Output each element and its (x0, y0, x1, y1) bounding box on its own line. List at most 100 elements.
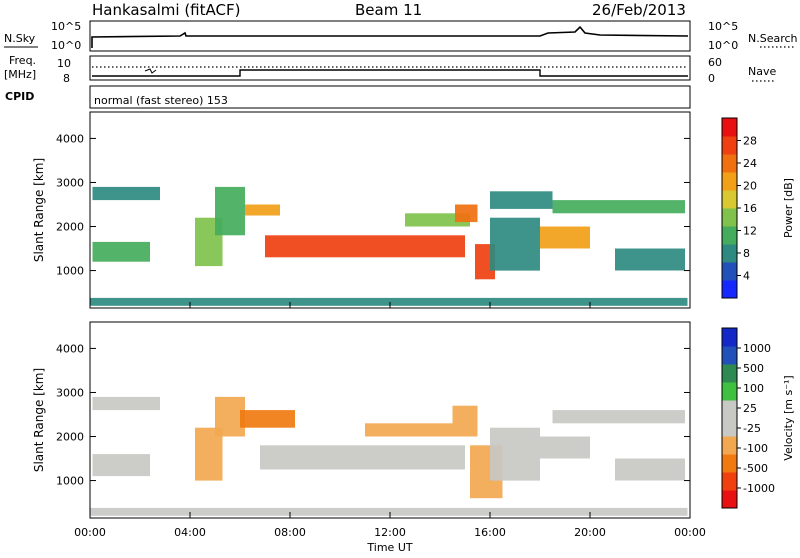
nave-label: Nave (748, 65, 776, 78)
velocity-colorbar-swatch (722, 472, 737, 491)
power-region (540, 226, 590, 249)
freq-glitch-mark (144, 68, 157, 74)
velocity-colorbar-tick-label: 25 (743, 402, 757, 415)
time-tick-label: 12:00 (374, 526, 406, 539)
velocity-panel: 1000 2000 3000 4000 Slant Range [km] -1000 -… (32, 321, 795, 519)
power-region (455, 204, 478, 223)
power-colorbar-label: Power [dB] (782, 178, 795, 238)
nsky-label: N.Sky (4, 32, 36, 45)
velocity-region (615, 458, 685, 481)
velocity-colorbar-tick-label: 500 (743, 362, 764, 375)
power-region (405, 213, 470, 227)
velocity-region (92, 454, 150, 477)
power-colorbar-tick-label: 12 (743, 225, 757, 238)
velocity-colorbar-tick-label: -25 (743, 422, 761, 435)
velocity-colorbar-swatch (722, 454, 737, 473)
beam-title: Beam 11 (355, 1, 422, 19)
power-colorbar-tick-label: 16 (743, 202, 757, 215)
noise-panel (89, 20, 691, 52)
noise-tick-bottom-left: 10^0 (51, 39, 81, 52)
nsky-trace (91, 25, 689, 48)
velocity-region (92, 396, 160, 411)
velocity-ytick-label: 2000 (56, 431, 84, 444)
power-region (92, 186, 160, 201)
noise-tick-top-left: 10^5 (51, 20, 81, 33)
velocity-colorbar-tick-label: -100 (743, 442, 768, 455)
power-colorbar-swatch (722, 262, 737, 281)
power-ytick-label: 3000 (56, 176, 84, 189)
power-colorbar-swatch (722, 154, 737, 173)
noise-tick-bottom-right: 10^0 (708, 39, 738, 52)
velocity-region (90, 507, 688, 516)
power-colorbar-swatch (722, 226, 737, 245)
power-ytick-label: 4000 (56, 132, 84, 145)
power-colorbar-swatch (722, 172, 737, 191)
power-region (615, 248, 685, 271)
cpid-label: CPID (5, 90, 34, 103)
velocity-colorbar-swatch (722, 418, 737, 437)
power-region (92, 241, 150, 262)
cpid-panel (89, 85, 691, 109)
power-colorbar-tick-label: 20 (743, 180, 757, 193)
power-ytick-label: 2000 (56, 221, 84, 234)
power-panel: 1000 2000 3000 4000 Slant Range [km] 4 8 12 16… (32, 111, 795, 309)
velocity-region (552, 410, 685, 424)
power-colorbar-swatch (722, 136, 737, 155)
freq-tick-10: 10 (57, 57, 71, 70)
nsearch-label: N.Search (748, 32, 798, 45)
velocity-colorbar-swatch (722, 328, 737, 347)
power-colorbar-swatch (722, 244, 737, 263)
freq-unit-label: [MHz] (4, 68, 36, 81)
velocity-colorbar-swatch (722, 346, 737, 365)
velocity-region (195, 427, 223, 481)
velocity-region (365, 423, 453, 437)
nave-tick-60: 60 (708, 56, 722, 69)
power-region (552, 200, 685, 214)
velocity-colorbar-tick-label: -1000 (743, 482, 775, 495)
freq-tick-8: 8 (63, 72, 70, 85)
velocity-colorbar-swatch (722, 436, 737, 455)
power-region (245, 204, 280, 216)
time-tick-label: 20:00 (574, 526, 606, 539)
velocity-colorbar-label: Velocity [m s⁻¹] (782, 375, 795, 460)
velocity-region (490, 427, 540, 481)
velocity-colorbar-tick-label: 1000 (743, 342, 771, 355)
power-colorbar-swatch (722, 280, 737, 299)
power-colorbar-tick-label: 24 (743, 157, 757, 170)
velocity-colorbar-swatch (722, 382, 737, 401)
velocity-region (260, 445, 465, 470)
velocity-ytick-label: 4000 (56, 342, 84, 355)
power-colorbar-swatch (722, 190, 737, 209)
cpid-value: normal (fast stereo) 153 (94, 94, 228, 107)
power-region (90, 297, 688, 306)
date-title: 26/Feb/2013 (592, 1, 686, 19)
power-colorbar-swatch (722, 118, 737, 137)
noise-tick-top-right: 10^5 (708, 20, 738, 33)
velocity-region (452, 405, 478, 437)
power-colorbar-tick-label: 28 (743, 135, 757, 148)
velocity-region (540, 436, 590, 459)
velocity-colorbar-swatch (722, 490, 737, 509)
velocity-colorbar-frame (721, 327, 738, 509)
power-colorbar-swatch (722, 208, 737, 227)
time-tick-label: 08:00 (274, 526, 306, 539)
velocity-region (240, 410, 295, 428)
freq-panel (89, 55, 691, 81)
power-colorbar-tick-label: 4 (743, 270, 750, 283)
velocity-colorbar-swatch (722, 400, 737, 419)
time-tick-label: 16:00 (474, 526, 506, 539)
power-region (490, 191, 553, 209)
freq-label: Freq. (9, 54, 36, 67)
time-axis-label: Time UT (366, 541, 412, 554)
velocity-ytick-label: 3000 (56, 386, 84, 399)
power-region (490, 217, 540, 271)
nave-tick-0: 0 (708, 72, 715, 85)
velocity-colorbar-tick-label: 100 (743, 382, 764, 395)
power-ytick-label: 1000 (56, 265, 84, 278)
velocity-colorbar-swatch (722, 364, 737, 383)
time-tick-label: 00:00 (74, 526, 106, 539)
velocity-ytick-label: 1000 (56, 475, 84, 488)
freq-trace (92, 69, 688, 77)
station-title: Hankasalmi (fitACF) (92, 1, 240, 19)
